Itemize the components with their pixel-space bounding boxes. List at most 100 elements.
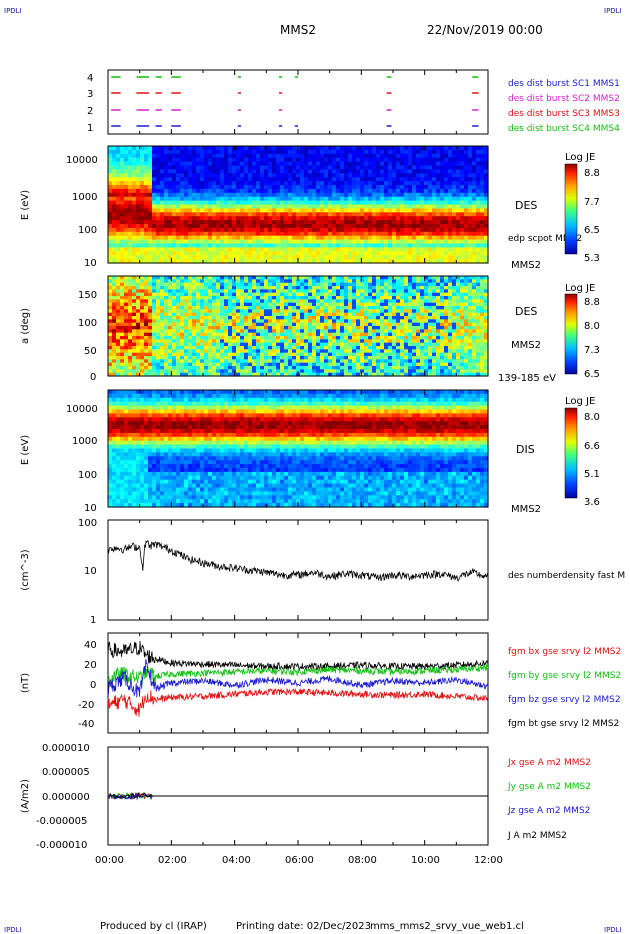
des-energy-cell <box>124 216 129 221</box>
des-energy-cell <box>436 216 441 221</box>
des-pitch-cell <box>188 302 193 307</box>
des-energy-cell <box>400 239 405 245</box>
des-energy-cell <box>168 227 173 233</box>
des-energy-cell <box>164 188 169 194</box>
des-pitch-cell <box>248 356 253 360</box>
des-pitch-cell <box>108 299 113 304</box>
des-energy-cell <box>160 146 165 151</box>
des-energy-cell <box>180 200 185 206</box>
des-pitch-cell <box>344 372 349 377</box>
des-pitch-cell <box>120 299 125 304</box>
des-energy-cell <box>304 200 309 206</box>
des-pitch-cell <box>372 316 377 320</box>
des-pitch-cell <box>224 346 229 350</box>
des-energy-cell <box>328 216 333 221</box>
des-energy-cell <box>252 235 257 241</box>
des-energy-cell <box>360 149 365 155</box>
des-pitch-cell <box>264 352 269 357</box>
des-energy-cell <box>284 146 289 151</box>
des-energy-cell <box>244 247 249 252</box>
des-energy-cell <box>444 227 449 233</box>
des-energy-cell <box>196 161 201 167</box>
des-energy-cell <box>216 251 221 256</box>
des-energy-cell <box>120 157 125 163</box>
des-energy-cell <box>296 235 301 241</box>
des-pitch-cell <box>336 336 341 340</box>
des-energy-cell <box>360 146 365 151</box>
des-energy-cell <box>116 149 121 155</box>
des-pitch-cell <box>288 326 293 330</box>
des-pitch-cell <box>368 286 373 290</box>
des-pitch-cell <box>332 362 337 367</box>
des-energy-cell <box>472 157 477 163</box>
des-pitch-cell <box>236 369 241 374</box>
des-energy-cell <box>468 169 473 174</box>
des-energy-cell <box>372 173 377 178</box>
des-energy-cell <box>244 216 249 221</box>
des-pitch-cell <box>132 276 137 280</box>
des-pitch-cell <box>296 299 301 304</box>
des-pitch-cell <box>116 322 121 327</box>
des-energy-cell <box>200 181 205 186</box>
des-energy-cell <box>392 231 397 237</box>
des-energy-cell <box>368 212 373 217</box>
des-energy-cell <box>280 161 285 167</box>
des-pitch-cell <box>216 336 221 340</box>
des-energy-cell <box>168 251 173 256</box>
des-pitch-cell <box>192 372 197 377</box>
des-pitch-cell <box>192 356 197 360</box>
des-pitch-cell <box>284 359 289 364</box>
des-energy-cell <box>196 224 201 229</box>
des-energy-cell <box>224 146 229 151</box>
des-energy-cell <box>296 220 301 225</box>
des-energy-cell <box>484 243 489 248</box>
des-pitch-cell <box>292 316 297 320</box>
des-energy-cell <box>208 224 213 229</box>
des-energy-cell <box>272 251 277 256</box>
des-energy-cell <box>256 196 261 202</box>
des-pitch-cell <box>140 339 145 344</box>
des-energy-cell <box>212 227 217 233</box>
des-energy-cell <box>380 173 385 178</box>
des-energy-cell <box>296 192 301 198</box>
des-energy-cell <box>416 235 421 241</box>
des-pitch-cell <box>116 312 121 317</box>
des-pitch-cell <box>188 286 193 290</box>
des-pitch-cell <box>256 339 261 344</box>
des-energy-cell <box>328 212 333 217</box>
des-energy-cell <box>188 251 193 256</box>
des-energy-cell <box>256 181 261 186</box>
des-pitch-cell <box>352 306 357 310</box>
des-pitch-cell <box>288 276 293 280</box>
des-pitch-cell <box>340 299 345 304</box>
des-energy-cell <box>108 157 113 163</box>
des-pitch-cell <box>280 329 285 334</box>
des-energy-cell <box>172 204 177 209</box>
des-pitch-cell <box>368 292 373 297</box>
des-pitch-cell <box>288 286 293 290</box>
des-pitch-cell <box>284 326 289 330</box>
des-pitch-cell <box>300 349 305 354</box>
des-energy-cell <box>400 208 405 213</box>
des-energy-cell <box>408 188 413 194</box>
des-energy-cell <box>424 259 429 264</box>
des-energy-cell <box>372 165 377 170</box>
des-energy-cell <box>176 192 181 198</box>
des-energy-cell <box>336 149 341 155</box>
des-pitch-cell <box>348 282 353 287</box>
des-pitch-cell <box>128 319 133 324</box>
des-pitch-cell <box>252 329 257 334</box>
des-energy-cell <box>436 181 441 186</box>
des-energy-cell <box>404 165 409 170</box>
des-energy-cell <box>272 177 277 182</box>
des-energy-cell <box>356 173 361 178</box>
des-energy-cell <box>332 216 337 221</box>
des-energy-cell <box>392 227 397 233</box>
des-pitch-cell <box>128 309 133 314</box>
des-energy-cell <box>196 251 201 256</box>
des-pitch-cell <box>156 316 161 320</box>
des-energy-cell <box>140 161 145 167</box>
des-energy-cell <box>124 149 129 155</box>
des-pitch-cell <box>224 302 229 307</box>
